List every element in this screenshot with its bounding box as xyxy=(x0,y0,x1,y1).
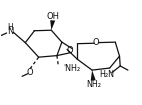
Text: H₂N: H₂N xyxy=(99,70,114,79)
Text: H: H xyxy=(7,23,13,32)
Polygon shape xyxy=(50,20,55,30)
Text: 'NH₂: 'NH₂ xyxy=(63,64,80,73)
Text: NH₂: NH₂ xyxy=(86,80,101,89)
Polygon shape xyxy=(91,70,96,81)
Text: OH: OH xyxy=(46,12,59,21)
Text: O: O xyxy=(93,38,100,47)
Text: O: O xyxy=(66,46,73,55)
Text: O: O xyxy=(26,68,33,77)
Text: N: N xyxy=(7,27,13,36)
